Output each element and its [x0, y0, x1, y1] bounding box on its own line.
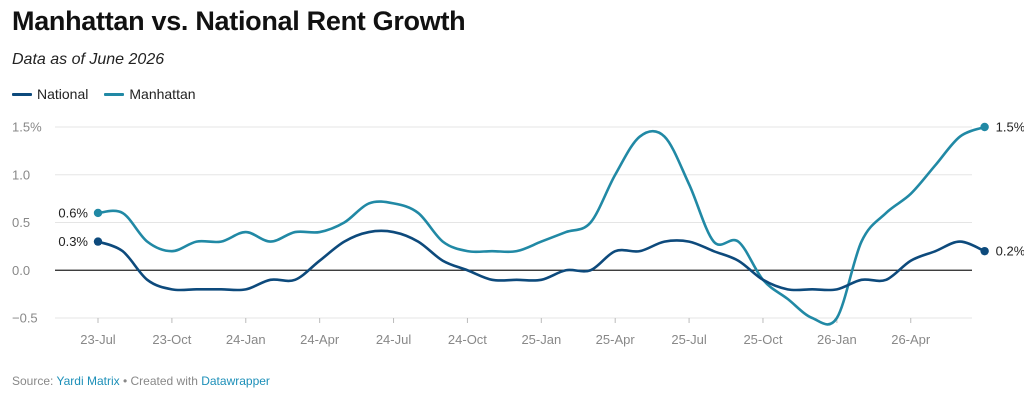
series-line-national	[96, 229, 986, 292]
y-tick-label: 1.5%	[12, 120, 42, 135]
legend-swatch-manhattan	[104, 92, 125, 96]
y-tick-label: −0.5	[12, 311, 38, 326]
chart-title: Manhattan vs. National Rent Growth	[12, 6, 466, 36]
start-point-national	[93, 237, 103, 246]
created-label: Created with	[130, 374, 198, 388]
x-tick-label: 23-Jul	[80, 332, 116, 347]
y-tick-label: 0.0	[12, 263, 30, 278]
y-tick-label: 0.5	[12, 215, 30, 230]
x-tick-label: 25-Jan	[521, 332, 561, 347]
legend-swatch-national	[12, 92, 32, 96]
chart-subtitle: Data as of June 2026	[12, 51, 165, 68]
x-tick-label: 25-Oct	[743, 332, 782, 347]
x-tick-label: 23-Oct	[152, 332, 191, 347]
end-value-label-manhattan: 1.5%	[996, 120, 1024, 135]
x-axis: 23-Jul 23-Oct 24-Jan 24-Apr 24-Jul 24-Oct 25-J…	[80, 318, 931, 347]
series-layer	[93, 122, 989, 326]
start-value-label-national: 0.3%	[58, 234, 88, 249]
source-label: Source:	[12, 374, 54, 388]
start-value-label-manhattan: 0.6%	[58, 205, 88, 220]
end-point-national	[980, 246, 989, 256]
legend-label-national: National	[37, 86, 89, 102]
x-tick-label: 24-Apr	[300, 332, 340, 347]
end-value-label-national: 0.2%	[996, 244, 1024, 259]
x-tick-label: 26-Jan	[817, 332, 857, 347]
end-point-manhattan	[980, 122, 989, 132]
x-tick-label: 24-Jan	[226, 332, 266, 347]
legend-label-manhattan: Manhattan	[129, 86, 196, 102]
y-axis: 1.5% 1.0 0.5 0.0 −0.5	[12, 120, 972, 326]
end-labels: 0.6% 1.5% 0.3% 0.2%	[58, 120, 1024, 259]
legend-item-national: National	[12, 86, 88, 102]
x-tick-label: 24-Jul	[376, 332, 412, 347]
start-point-manhattan	[93, 208, 103, 218]
footer-separator: •	[122, 374, 128, 388]
chart-footer: Source: Yardi Matrix • Created with Data…	[12, 374, 270, 388]
chart-legend: National Manhattan	[12, 86, 196, 102]
y-tick-label: 1.0	[12, 167, 30, 182]
x-tick-label: 26-Apr	[891, 332, 931, 347]
grid-layer	[55, 126, 972, 319]
x-tick-label: 25-Apr	[596, 332, 636, 347]
x-tick-label: 24-Oct	[448, 332, 487, 347]
x-tick-label: 25-Jul	[671, 332, 707, 347]
legend-item-manhattan: Manhattan	[104, 86, 196, 102]
datawrapper-link[interactable]: Datawrapper	[201, 374, 270, 388]
series-line-manhattan	[96, 125, 986, 326]
source-link[interactable]: Yardi Matrix	[56, 374, 120, 388]
